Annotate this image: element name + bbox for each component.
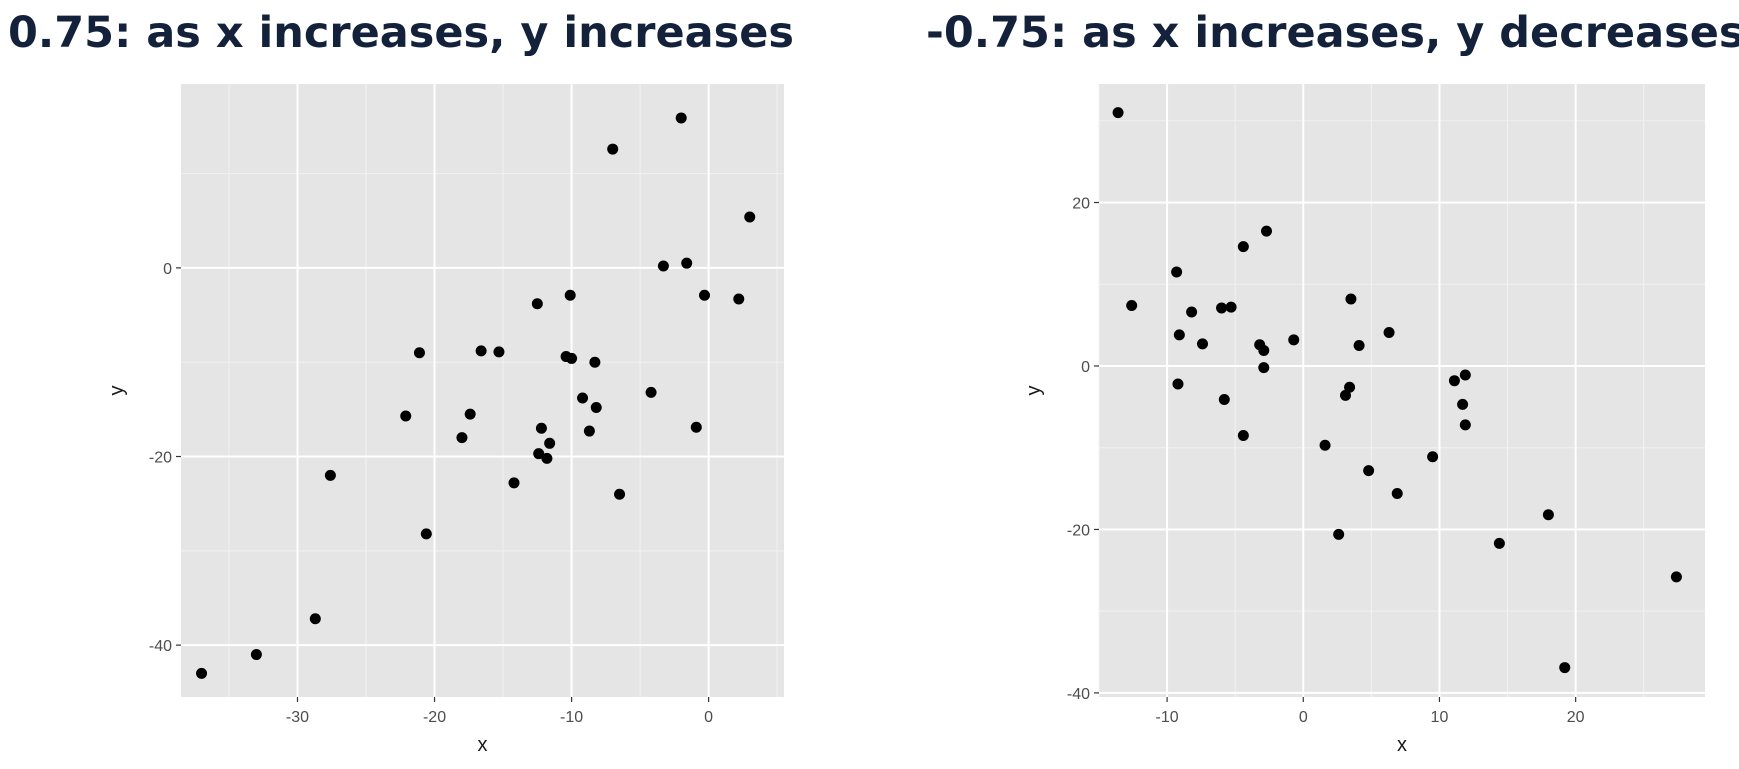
data-point bbox=[1319, 439, 1331, 451]
data-point bbox=[1196, 338, 1208, 350]
data-point bbox=[1186, 306, 1198, 318]
data-point bbox=[1171, 266, 1183, 278]
chart-title-left: 0.75: as x increases, y increases bbox=[8, 8, 795, 58]
data-point bbox=[1112, 107, 1124, 119]
data-point bbox=[566, 352, 578, 364]
data-point bbox=[675, 112, 687, 124]
data-point bbox=[1391, 487, 1403, 499]
data-point bbox=[508, 477, 520, 489]
data-point bbox=[324, 469, 336, 481]
data-point bbox=[1345, 293, 1357, 305]
tick-label-x: -10 bbox=[560, 709, 583, 726]
tick-label-x: 10 bbox=[1431, 709, 1449, 726]
data-point bbox=[577, 392, 589, 404]
data-point bbox=[1261, 225, 1273, 237]
data-point bbox=[1225, 301, 1237, 313]
data-point bbox=[583, 425, 595, 437]
data-point bbox=[733, 293, 745, 305]
chart-title-right: -0.75: as x increases, y decreases bbox=[926, 8, 1739, 58]
tick-label-y: -20 bbox=[1067, 522, 1090, 539]
data-point bbox=[657, 260, 669, 272]
data-point bbox=[1237, 241, 1249, 253]
data-point bbox=[1218, 393, 1230, 405]
data-point bbox=[589, 356, 601, 368]
data-point bbox=[564, 289, 576, 301]
tick-label-x: -10 bbox=[1156, 709, 1179, 726]
data-point bbox=[1670, 571, 1682, 583]
data-point bbox=[475, 345, 487, 357]
data-point bbox=[531, 298, 543, 310]
plot-panel bbox=[181, 84, 784, 697]
data-point bbox=[690, 421, 702, 433]
data-point bbox=[1457, 398, 1469, 410]
data-point bbox=[614, 488, 626, 500]
data-point bbox=[1559, 662, 1571, 674]
tick-label-y: -20 bbox=[149, 450, 172, 467]
chart-left: -30 -20 -10 0 -40 -20 0 x y bbox=[106, 84, 784, 756]
data-point bbox=[250, 649, 262, 661]
data-point bbox=[533, 448, 545, 460]
y-axis-title: y bbox=[106, 386, 128, 396]
data-point bbox=[400, 410, 412, 422]
data-point bbox=[1258, 344, 1270, 356]
data-point bbox=[699, 289, 711, 301]
tick-label-x: 0 bbox=[1299, 709, 1308, 726]
data-point bbox=[1493, 537, 1505, 549]
data-point bbox=[196, 667, 208, 679]
tick-label-x: -20 bbox=[423, 709, 446, 726]
data-point bbox=[1363, 465, 1375, 477]
data-point bbox=[1288, 334, 1300, 346]
data-point bbox=[1344, 381, 1356, 393]
data-point bbox=[541, 452, 553, 464]
x-axis-title: x bbox=[478, 734, 488, 756]
data-point bbox=[607, 143, 619, 155]
tick-label-x: 0 bbox=[704, 709, 713, 726]
data-point bbox=[1216, 302, 1228, 314]
data-point bbox=[464, 408, 476, 420]
tick-label-y: 20 bbox=[1072, 196, 1090, 213]
x-axis-title: x bbox=[1397, 734, 1407, 756]
data-point bbox=[493, 346, 505, 358]
y-axis-title: y bbox=[1023, 386, 1045, 396]
tick-label-y: 0 bbox=[1081, 359, 1090, 376]
tick-label-y: 0 bbox=[163, 261, 172, 278]
data-point bbox=[1333, 528, 1345, 540]
plot-panel bbox=[1099, 84, 1705, 697]
data-point bbox=[309, 613, 321, 625]
data-point bbox=[544, 437, 556, 449]
data-point bbox=[1353, 340, 1365, 352]
data-point bbox=[1126, 299, 1138, 311]
data-point bbox=[535, 422, 547, 434]
data-point bbox=[1172, 378, 1184, 390]
data-point bbox=[1383, 326, 1395, 338]
data-point bbox=[1542, 509, 1554, 521]
chart-right: -10 0 10 20 -40 -20 0 20 x y bbox=[1023, 84, 1705, 756]
data-point bbox=[1459, 369, 1471, 381]
tick-label-x: 20 bbox=[1567, 709, 1585, 726]
data-point bbox=[1258, 362, 1270, 374]
data-point bbox=[1339, 389, 1351, 401]
data-point bbox=[1237, 429, 1249, 441]
data-point bbox=[645, 386, 657, 398]
tick-label-x: -30 bbox=[286, 709, 309, 726]
data-point bbox=[1173, 329, 1185, 341]
data-point bbox=[1448, 375, 1460, 387]
data-point bbox=[590, 401, 602, 413]
data-point bbox=[1427, 451, 1439, 463]
data-point bbox=[456, 432, 468, 444]
tick-label-y: -40 bbox=[1067, 686, 1090, 703]
tick-label-y: -40 bbox=[149, 638, 172, 655]
data-point bbox=[1459, 419, 1471, 431]
data-point bbox=[744, 211, 756, 223]
data-point bbox=[420, 528, 432, 540]
data-point bbox=[413, 347, 425, 359]
data-point bbox=[681, 257, 693, 269]
